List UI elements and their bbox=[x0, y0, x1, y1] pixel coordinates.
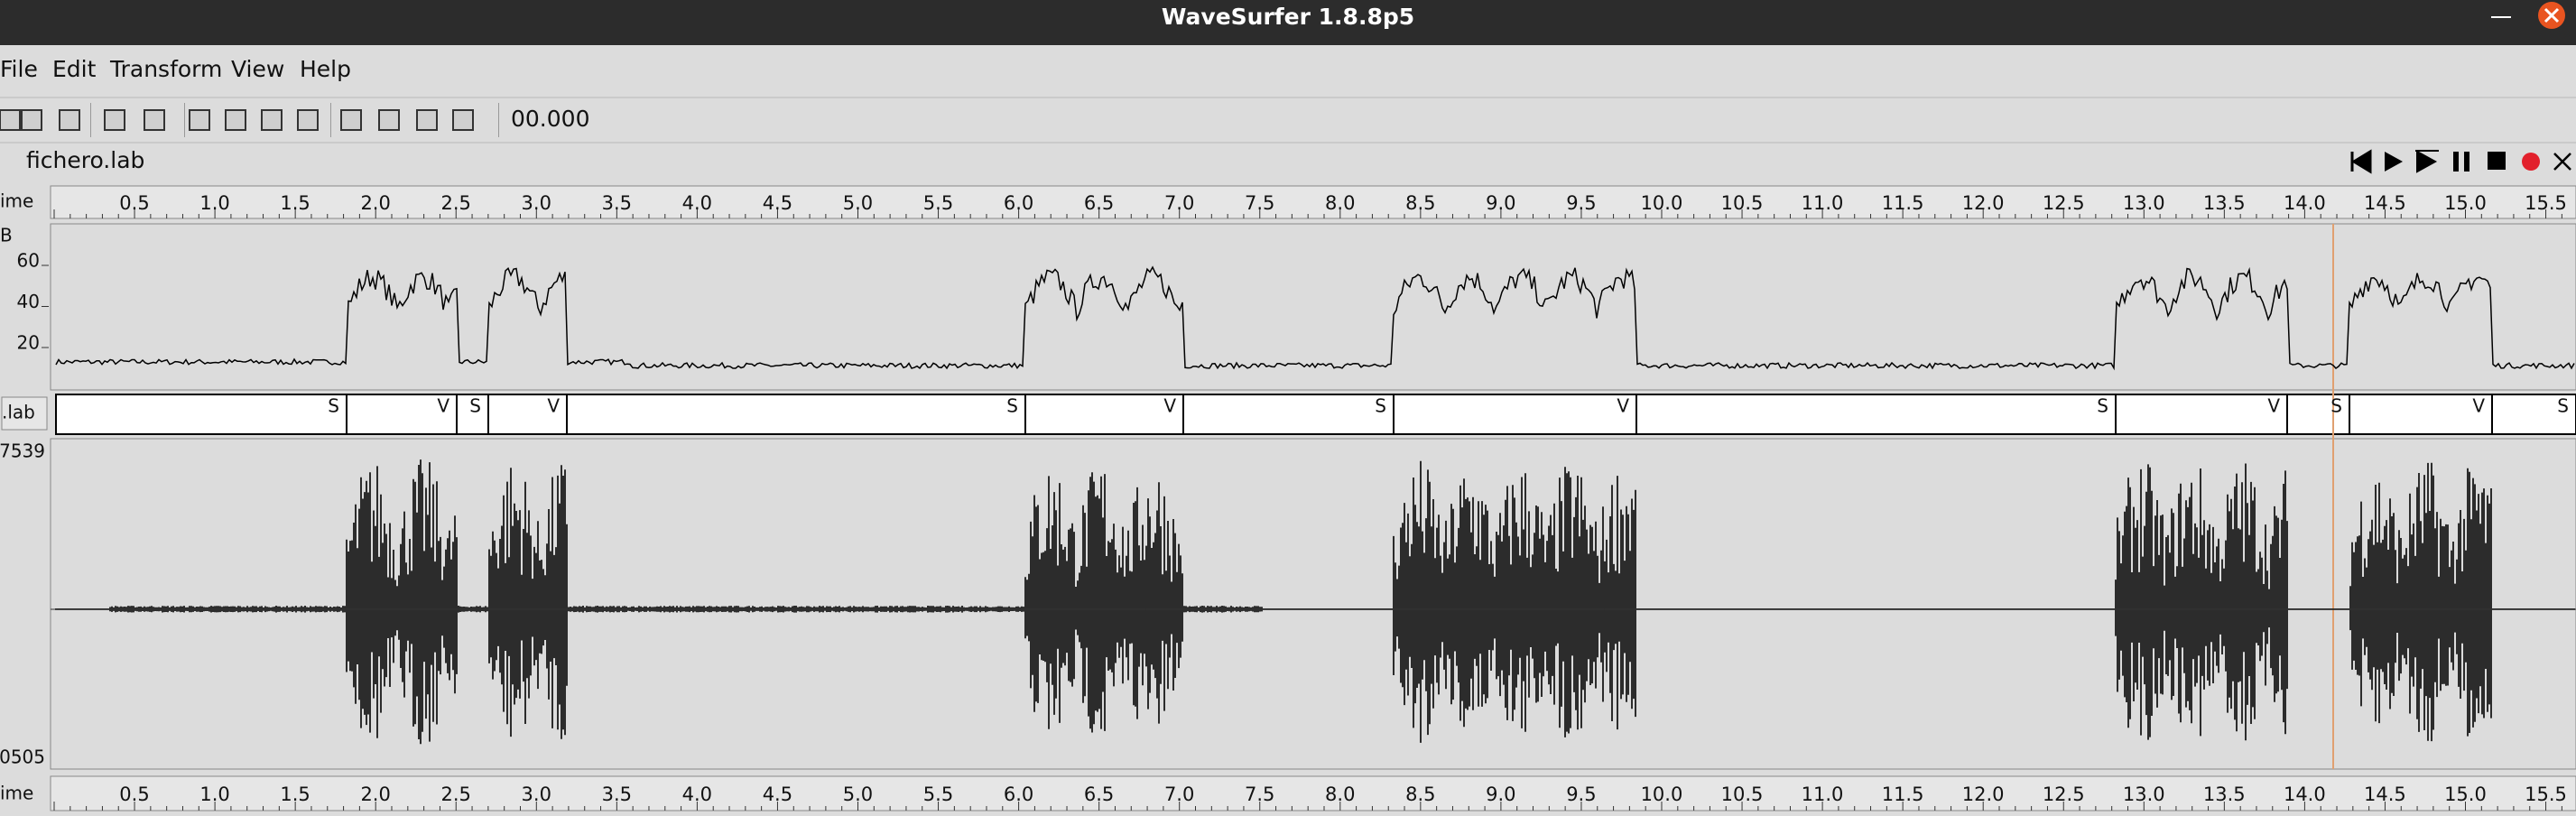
segment-label: V bbox=[1617, 395, 1629, 417]
energy-curve bbox=[55, 265, 2575, 371]
toolbar-button[interactable] bbox=[297, 109, 319, 131]
waveform-min: 10505 bbox=[0, 746, 45, 768]
toolbar-button[interactable] bbox=[340, 109, 362, 131]
separator bbox=[330, 103, 331, 137]
time-axis-label: ime bbox=[0, 190, 33, 212]
segment-label: S bbox=[2557, 395, 2569, 417]
play-button[interactable] bbox=[2385, 152, 2403, 172]
time-display: 00.000 bbox=[511, 106, 589, 132]
segment-label: V bbox=[437, 395, 449, 417]
time-axis-bottom bbox=[50, 775, 2576, 811]
label-pane bbox=[55, 394, 2576, 435]
toolbar-button[interactable] bbox=[0, 109, 21, 131]
file-name: fichero.lab bbox=[26, 147, 144, 173]
label-pane-name-box bbox=[1, 396, 48, 431]
playback-controls bbox=[2350, 149, 2571, 174]
segment-label: S bbox=[2097, 395, 2108, 417]
menu-item[interactable]: Help bbox=[300, 56, 351, 82]
segment-label: V bbox=[1163, 395, 1176, 417]
energy-tick-label: 60 bbox=[17, 250, 40, 272]
waveform-max: 7539 bbox=[0, 440, 45, 462]
time-axis-label: ime bbox=[0, 783, 33, 804]
toolbar-icons bbox=[0, 103, 474, 137]
energy-axis-label: B bbox=[0, 225, 13, 246]
menu-item[interactable]: Transform bbox=[109, 56, 222, 82]
menu-item[interactable]: View bbox=[231, 56, 284, 82]
time-axis bbox=[50, 185, 2576, 219]
toolbar-button[interactable] bbox=[416, 109, 438, 131]
segment-label: S bbox=[1006, 395, 1018, 417]
toolbar-button[interactable] bbox=[59, 109, 80, 131]
window-title: WaveSurfer 1.8.8p5 bbox=[1162, 4, 1414, 30]
segment-label: S bbox=[1375, 395, 1386, 417]
record-button[interactable] bbox=[2522, 153, 2540, 171]
play-loop-button[interactable] bbox=[2415, 150, 2439, 173]
toolbar-button[interactable] bbox=[225, 109, 246, 131]
toolbar-button[interactable] bbox=[261, 109, 283, 131]
separator bbox=[184, 103, 185, 137]
toolbar-button[interactable] bbox=[378, 109, 400, 131]
stop-button[interactable] bbox=[2488, 152, 2506, 170]
menu-item[interactable]: Edit bbox=[52, 56, 97, 82]
energy-tick-label: 40 bbox=[17, 291, 40, 312]
segment-label: V bbox=[547, 395, 560, 417]
segment-label: S bbox=[328, 395, 339, 417]
segment-label: V bbox=[2472, 395, 2485, 417]
separator bbox=[90, 103, 91, 137]
close-button[interactable] bbox=[2553, 153, 2571, 171]
segment-label: S bbox=[469, 395, 481, 417]
label-pane-name: .lab bbox=[2, 402, 35, 423]
toolbar-button[interactable] bbox=[144, 109, 165, 131]
close-icon bbox=[2544, 7, 2560, 23]
toolbar-button[interactable] bbox=[452, 109, 474, 131]
menu-item[interactable]: File bbox=[0, 56, 38, 82]
rewind-button[interactable] bbox=[2350, 149, 2372, 174]
energy-tick-label: 20 bbox=[17, 332, 40, 354]
toolbar-button[interactable] bbox=[189, 109, 210, 131]
segment-label: S bbox=[2330, 395, 2342, 417]
segment-label: V bbox=[2267, 395, 2280, 417]
separator bbox=[498, 103, 499, 137]
toolbar-button[interactable] bbox=[104, 109, 125, 131]
title-bar bbox=[0, 0, 2576, 45]
pause-button[interactable] bbox=[2453, 152, 2469, 172]
toolbar-button[interactable] bbox=[21, 109, 42, 131]
